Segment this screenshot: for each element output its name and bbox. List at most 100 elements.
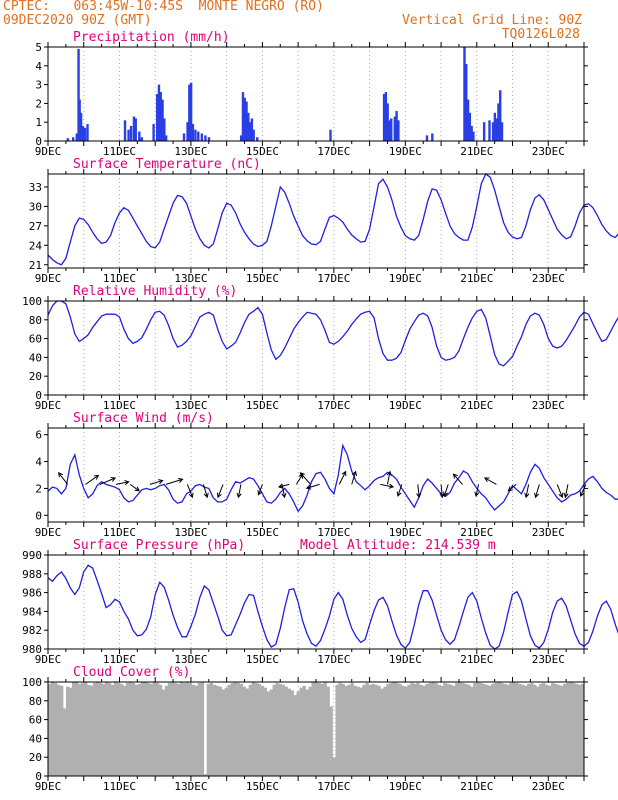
wind-arrow xyxy=(439,484,445,499)
precip-bar xyxy=(493,112,497,141)
cloud-bar xyxy=(500,682,504,776)
y-tick-label: 990 xyxy=(22,549,42,562)
cloud-bar xyxy=(566,682,570,776)
cloud-bar xyxy=(155,682,160,776)
panel-0: 0 1 2 3 4 5 9DEC 11DEC 13DEC 15DEC 17DEC 19DEC 21DEC… xyxy=(35,30,588,158)
precip-bar xyxy=(86,124,89,141)
wind-arrow-shaft xyxy=(564,484,569,498)
cloud-bar xyxy=(107,682,112,776)
cloud-bar xyxy=(425,683,429,776)
cloud-bar xyxy=(134,684,139,776)
cloud-bar xyxy=(212,684,217,776)
y-tick-label: 2 xyxy=(35,97,42,110)
cloud-bar xyxy=(479,682,483,776)
cloud-bar xyxy=(272,684,276,776)
wind-arrow-shaft xyxy=(397,484,403,497)
precip-bar xyxy=(159,92,162,141)
cloud-bar xyxy=(131,682,136,776)
y-tick-label: 60 xyxy=(29,714,42,727)
cloud-bar xyxy=(404,686,408,776)
precip-bar xyxy=(132,116,136,141)
cloud-bar xyxy=(83,682,88,776)
x-tick-label: 13DEC xyxy=(174,653,207,666)
cloud-bar xyxy=(113,682,118,776)
wind-arrow-shaft xyxy=(380,483,394,488)
x-tick-label: 19DEC xyxy=(389,272,422,285)
cloud-bar xyxy=(488,685,492,776)
cloud-bar xyxy=(140,682,145,776)
cloud-bar xyxy=(506,684,510,776)
wind-arrow xyxy=(386,470,392,485)
cloud-bar xyxy=(68,687,73,776)
precip-bar xyxy=(470,125,473,141)
x-tick-label: 21DEC xyxy=(460,780,493,793)
wind-arrow-shaft xyxy=(525,484,530,498)
cloud-bar xyxy=(158,684,163,776)
precip-bar xyxy=(204,135,207,141)
wind-arrow xyxy=(129,483,140,492)
y-tick-label: 0 xyxy=(35,389,42,402)
wind-arrow-shaft xyxy=(351,471,357,485)
x-tick-label: 17DEC xyxy=(317,653,350,666)
wind-arrow-head xyxy=(558,492,564,499)
precip-bar xyxy=(243,97,246,141)
cloud-bar xyxy=(269,689,273,776)
cloud-bar xyxy=(491,683,495,776)
x-tick-label: 19DEC xyxy=(389,653,422,666)
cloud-bar xyxy=(536,686,540,776)
x-tick-label: 17DEC xyxy=(317,272,350,285)
cloud-bar xyxy=(452,685,456,776)
precip-bar xyxy=(386,103,389,141)
cloud-bar xyxy=(482,683,486,776)
cloud-bar xyxy=(80,682,85,776)
cloud-bar xyxy=(152,682,157,776)
x-tick-label: 15DEC xyxy=(246,145,279,158)
cloud-bar xyxy=(125,682,130,776)
cloud-bar xyxy=(257,683,262,776)
cloud-bar xyxy=(314,682,318,776)
cloud-bar xyxy=(554,683,558,776)
y-tick-label: 30 xyxy=(29,200,42,213)
wind-arrow-head xyxy=(58,472,64,478)
precip-bar xyxy=(200,133,204,141)
cloud-bar xyxy=(197,682,202,776)
wind-arrow-head xyxy=(281,492,287,499)
y-tick-label: 3 xyxy=(35,79,42,92)
precip-bar xyxy=(500,122,504,141)
x-tick-label: 19DEC xyxy=(389,399,422,412)
x-tick-label: 23DEC xyxy=(532,653,565,666)
precip-bar xyxy=(497,103,500,141)
precip-bar xyxy=(134,118,137,141)
x-tick-label: 11DEC xyxy=(103,526,136,539)
y-tick-label: 60 xyxy=(29,333,42,346)
wind-arrow xyxy=(579,484,587,497)
cloud-bar xyxy=(476,682,480,776)
cloud-bar xyxy=(161,689,166,776)
cloud-bar xyxy=(380,688,384,776)
y-tick-label: 0 xyxy=(35,770,42,783)
cloud-bar xyxy=(569,682,573,776)
series-line xyxy=(47,443,618,513)
cloud-bar xyxy=(122,685,127,776)
cloud-bar xyxy=(533,684,537,776)
cloud-bar xyxy=(305,689,309,776)
x-tick-label: 11DEC xyxy=(103,272,136,285)
cloud-bar xyxy=(419,684,423,776)
wind-arrow-head xyxy=(203,492,209,499)
precip-bar xyxy=(256,137,259,141)
wind-arrow-shaft xyxy=(278,483,290,488)
wind-arrow-head xyxy=(178,477,184,483)
precip-bar xyxy=(248,122,252,141)
cloud-bar xyxy=(293,695,297,776)
precip-bar xyxy=(252,129,255,141)
cloud-bar xyxy=(65,686,70,776)
cloud-bar xyxy=(356,686,360,776)
cloud-bar xyxy=(428,682,432,776)
wind-arrow xyxy=(396,484,403,497)
cloud-bar xyxy=(416,682,420,776)
wind-arrow-head xyxy=(341,470,347,477)
precip-bar xyxy=(77,48,80,141)
y-tick-label: 980 xyxy=(22,643,42,656)
cloud-bar xyxy=(308,686,312,776)
